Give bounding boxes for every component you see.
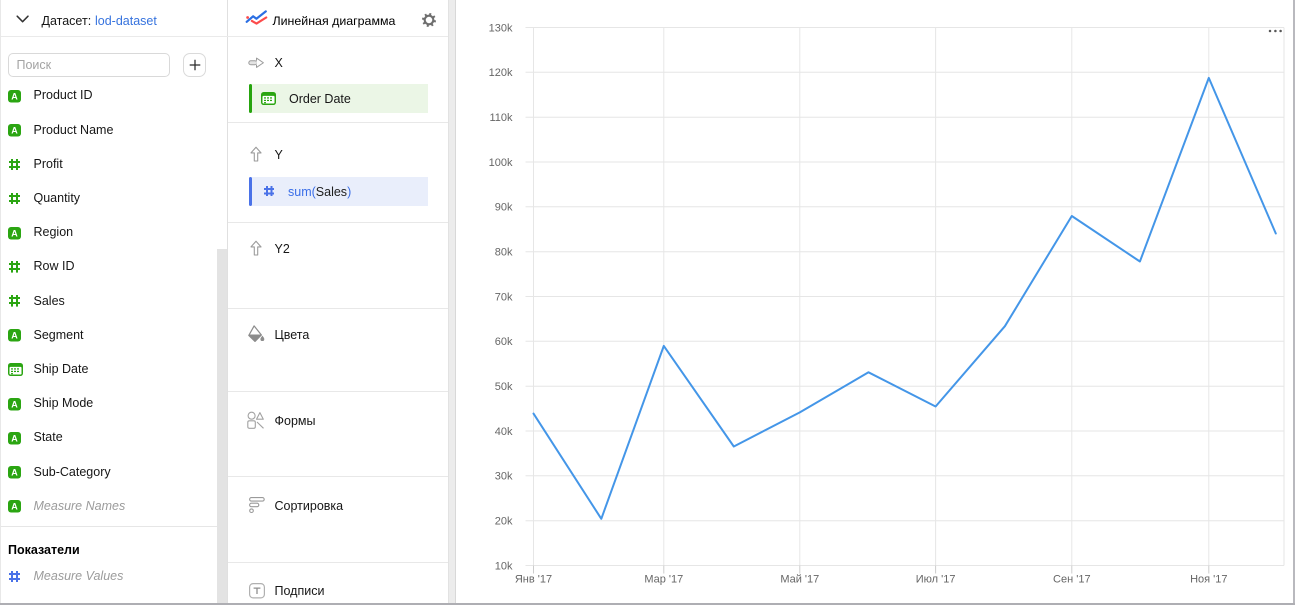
svg-text:70k: 70k: [495, 291, 513, 303]
svg-text:A: A: [11, 502, 18, 512]
svg-text:50k: 50k: [495, 381, 513, 393]
svg-text:40k: 40k: [495, 426, 513, 438]
svg-text:Янв '17: Янв '17: [515, 574, 552, 586]
svg-text:Сен '17: Сен '17: [1053, 574, 1091, 586]
svg-text:10k: 10k: [495, 560, 513, 572]
svg-text:A: A: [11, 467, 18, 477]
svg-text:Июл '17: Июл '17: [916, 574, 956, 586]
svg-text:30k: 30k: [495, 471, 513, 483]
svg-text:A: A: [11, 228, 18, 238]
svg-text:A: A: [11, 125, 18, 135]
svg-text:Май '17: Май '17: [780, 574, 819, 586]
svg-text:80k: 80k: [495, 247, 513, 259]
svg-text:60k: 60k: [495, 336, 513, 348]
svg-text:130k: 130k: [489, 22, 513, 34]
svg-text:Ноя '17: Ноя '17: [1190, 574, 1227, 586]
svg-text:A: A: [11, 433, 18, 443]
svg-text:90k: 90k: [495, 202, 513, 214]
svg-text:110k: 110k: [489, 112, 513, 124]
svg-text:Мар '17: Мар '17: [644, 574, 683, 586]
svg-text:A: A: [11, 399, 18, 409]
svg-text:100k: 100k: [489, 157, 513, 169]
svg-text:120k: 120k: [489, 67, 513, 79]
svg-text:A: A: [11, 91, 18, 101]
svg-text:20k: 20k: [495, 516, 513, 528]
svg-text:A: A: [11, 331, 18, 341]
